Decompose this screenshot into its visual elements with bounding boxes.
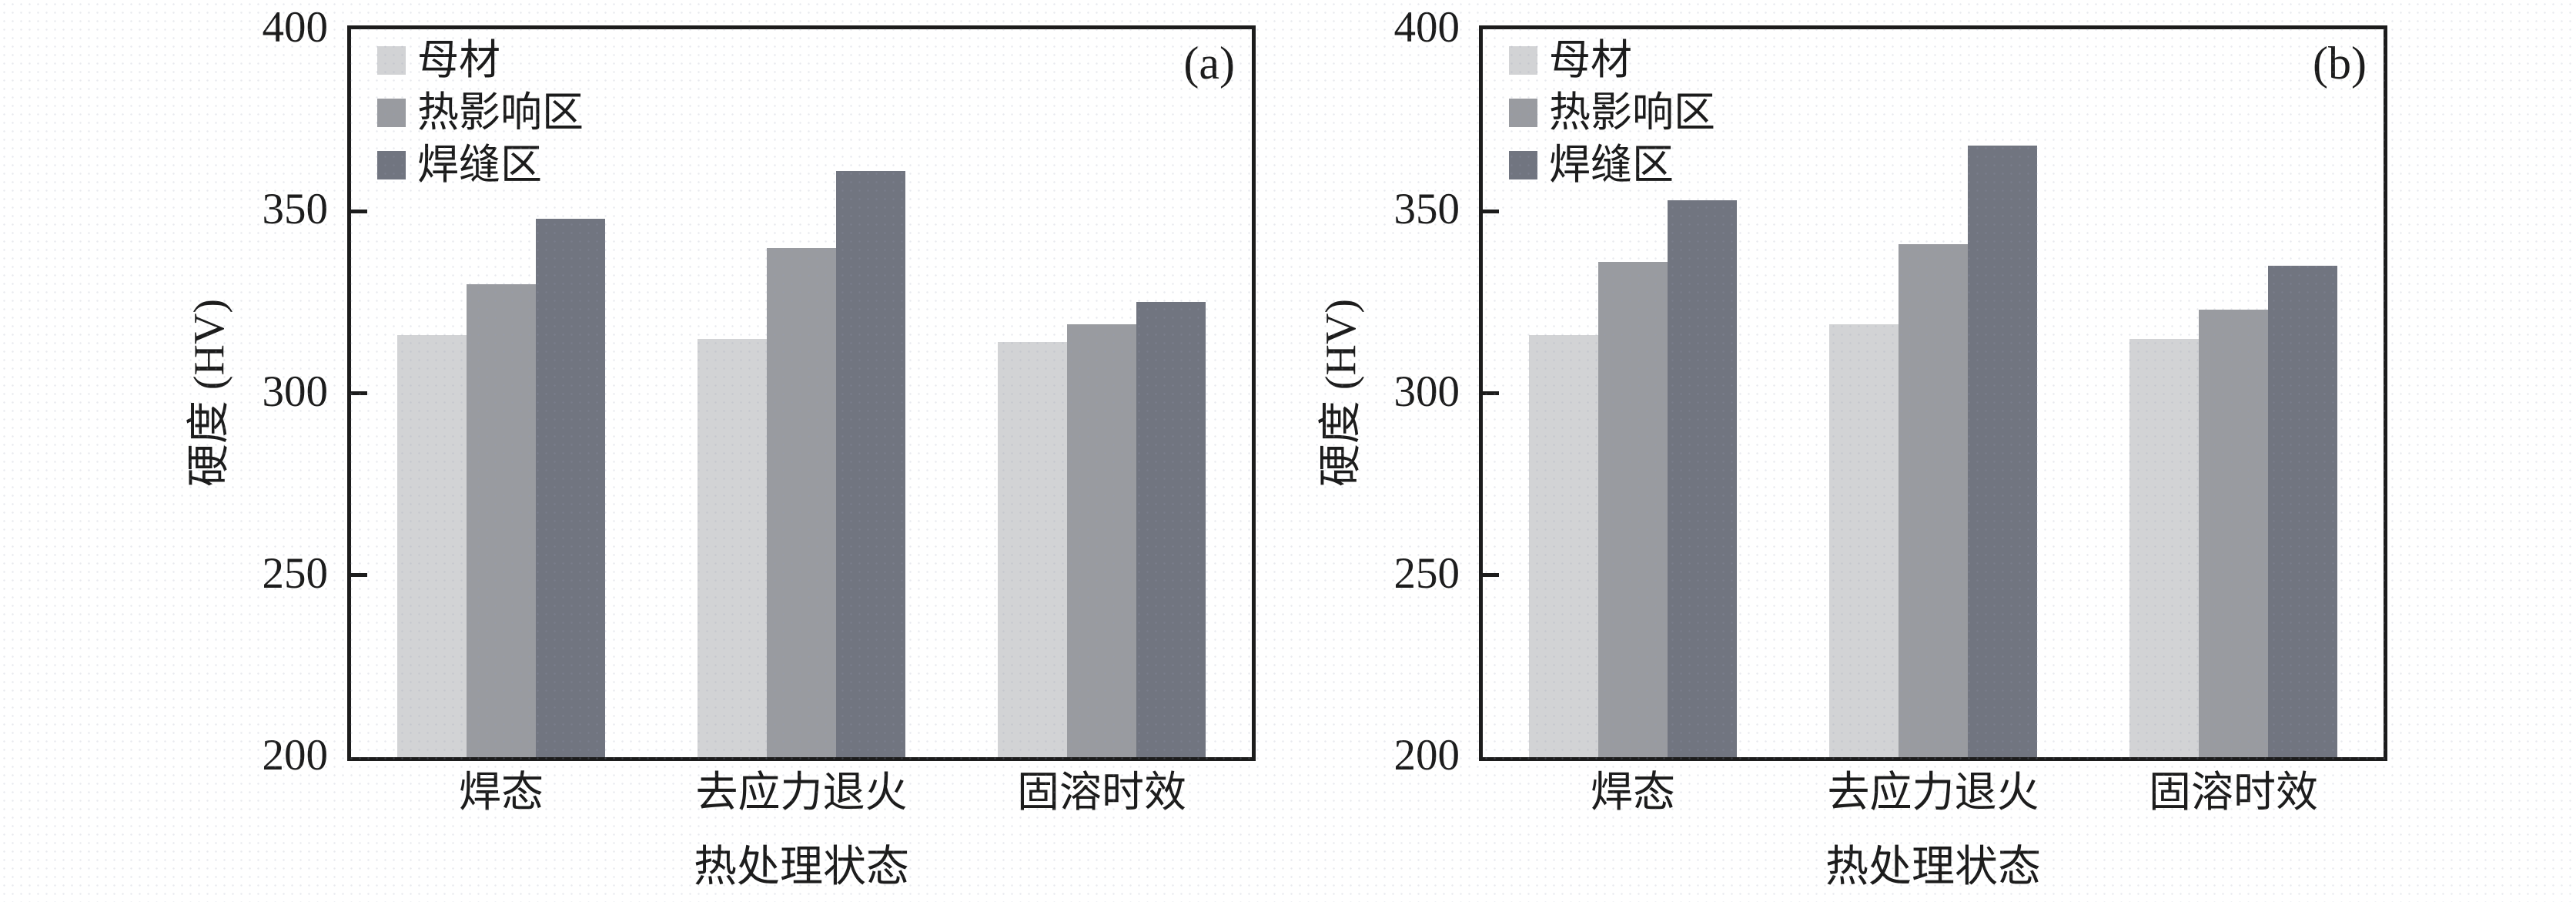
y-tick-label: 250 — [1393, 548, 1460, 598]
legend-swatch — [377, 150, 406, 179]
bar-series2-group1 — [467, 283, 536, 757]
bar-series2-group2 — [767, 247, 836, 757]
y-tick-label: 350 — [262, 185, 329, 234]
y-tick-mark — [1483, 573, 1499, 578]
y-tick-mark — [1483, 391, 1499, 395]
y-tick-mark — [351, 391, 367, 395]
legend-item: 焊缝区 — [1509, 139, 1715, 191]
legend-swatch — [1509, 45, 1537, 75]
legend-swatch — [1509, 98, 1537, 127]
y-tick-label: 400 — [1393, 3, 1460, 52]
legend-item: 母材 — [377, 34, 584, 86]
bar-series2-group3 — [1067, 324, 1136, 757]
legend-label: 母材 — [1549, 37, 1632, 83]
y-tick-mark — [351, 209, 367, 213]
y-tick-label: 300 — [1393, 367, 1460, 416]
bar-series1-group1 — [1529, 334, 1598, 757]
legend-swatch — [1509, 150, 1537, 179]
legend: 母材 热影响区 焊缝区 — [1509, 34, 1715, 191]
y-tick-label: 200 — [262, 731, 329, 780]
x-axis-title: 热处理状态 — [694, 843, 909, 891]
bar-series1-group2 — [698, 338, 767, 757]
x-axis-title: 热处理状态 — [1825, 843, 2041, 891]
bar-series3-group1 — [1668, 200, 1737, 757]
bar-series1-group3 — [2129, 338, 2199, 757]
bar-series3-group2 — [1968, 146, 2037, 757]
y-tick-label: 300 — [262, 367, 329, 416]
legend-item: 热影响区 — [1509, 86, 1715, 139]
legend-label: 母材 — [417, 37, 500, 83]
y-tick-mark — [351, 573, 367, 578]
bar-series3-group3 — [2268, 266, 2337, 757]
bar-series1-group2 — [1829, 324, 1899, 757]
x-tick-label: 焊态 — [458, 769, 544, 816]
bar-series3-group2 — [836, 171, 905, 757]
legend-swatch — [377, 98, 406, 127]
plot-area: 母材热影响区焊缝区 (b) 热处理状态 200 250 300 350 400 焊态 去应力… — [1394, 5, 2387, 891]
legend: 母材 热影响区 焊缝区 — [377, 34, 584, 191]
bar-series3-group1 — [536, 218, 605, 757]
y-tick-label: 250 — [262, 548, 329, 598]
legend-item: 焊缝区 — [377, 139, 584, 191]
x-tick-label: 焊态 — [1590, 769, 1675, 816]
x-tick-label: 固溶时效 — [1016, 769, 1186, 816]
legend-label: 热影响区 — [1549, 89, 1715, 136]
bar-series2-group1 — [1598, 262, 1668, 757]
bar-series2-group3 — [2199, 309, 2268, 757]
bar-series2-group2 — [1899, 243, 1968, 757]
legend-item: 母材 — [1509, 34, 1715, 86]
legend-swatch — [377, 45, 406, 75]
legend-label: 焊缝区 — [1549, 142, 1674, 188]
bar-series1-group3 — [998, 342, 1067, 757]
bar-series3-group3 — [1136, 302, 1206, 757]
y-tick-label: 400 — [262, 3, 329, 52]
x-tick-label: 去应力退火 — [1827, 769, 2039, 816]
y-tick-mark — [1483, 209, 1499, 213]
panel-label: (b) — [2313, 38, 2367, 89]
y-tick-label: 350 — [1393, 185, 1460, 234]
legend-label: 焊缝区 — [417, 142, 542, 188]
bar-series1-group1 — [397, 334, 467, 757]
plot-area: 母材热影响区焊缝区 (a) 热处理状态 200 250 300 350 400 焊态 去应力… — [263, 5, 1256, 891]
x-tick-label: 去应力退火 — [695, 769, 908, 816]
legend-item: 热影响区 — [377, 86, 584, 139]
y-tick-label: 200 — [1393, 731, 1460, 780]
legend-label: 热影响区 — [417, 89, 584, 136]
panel-label: (a) — [1183, 38, 1235, 89]
x-tick-label: 固溶时效 — [2148, 769, 2318, 816]
